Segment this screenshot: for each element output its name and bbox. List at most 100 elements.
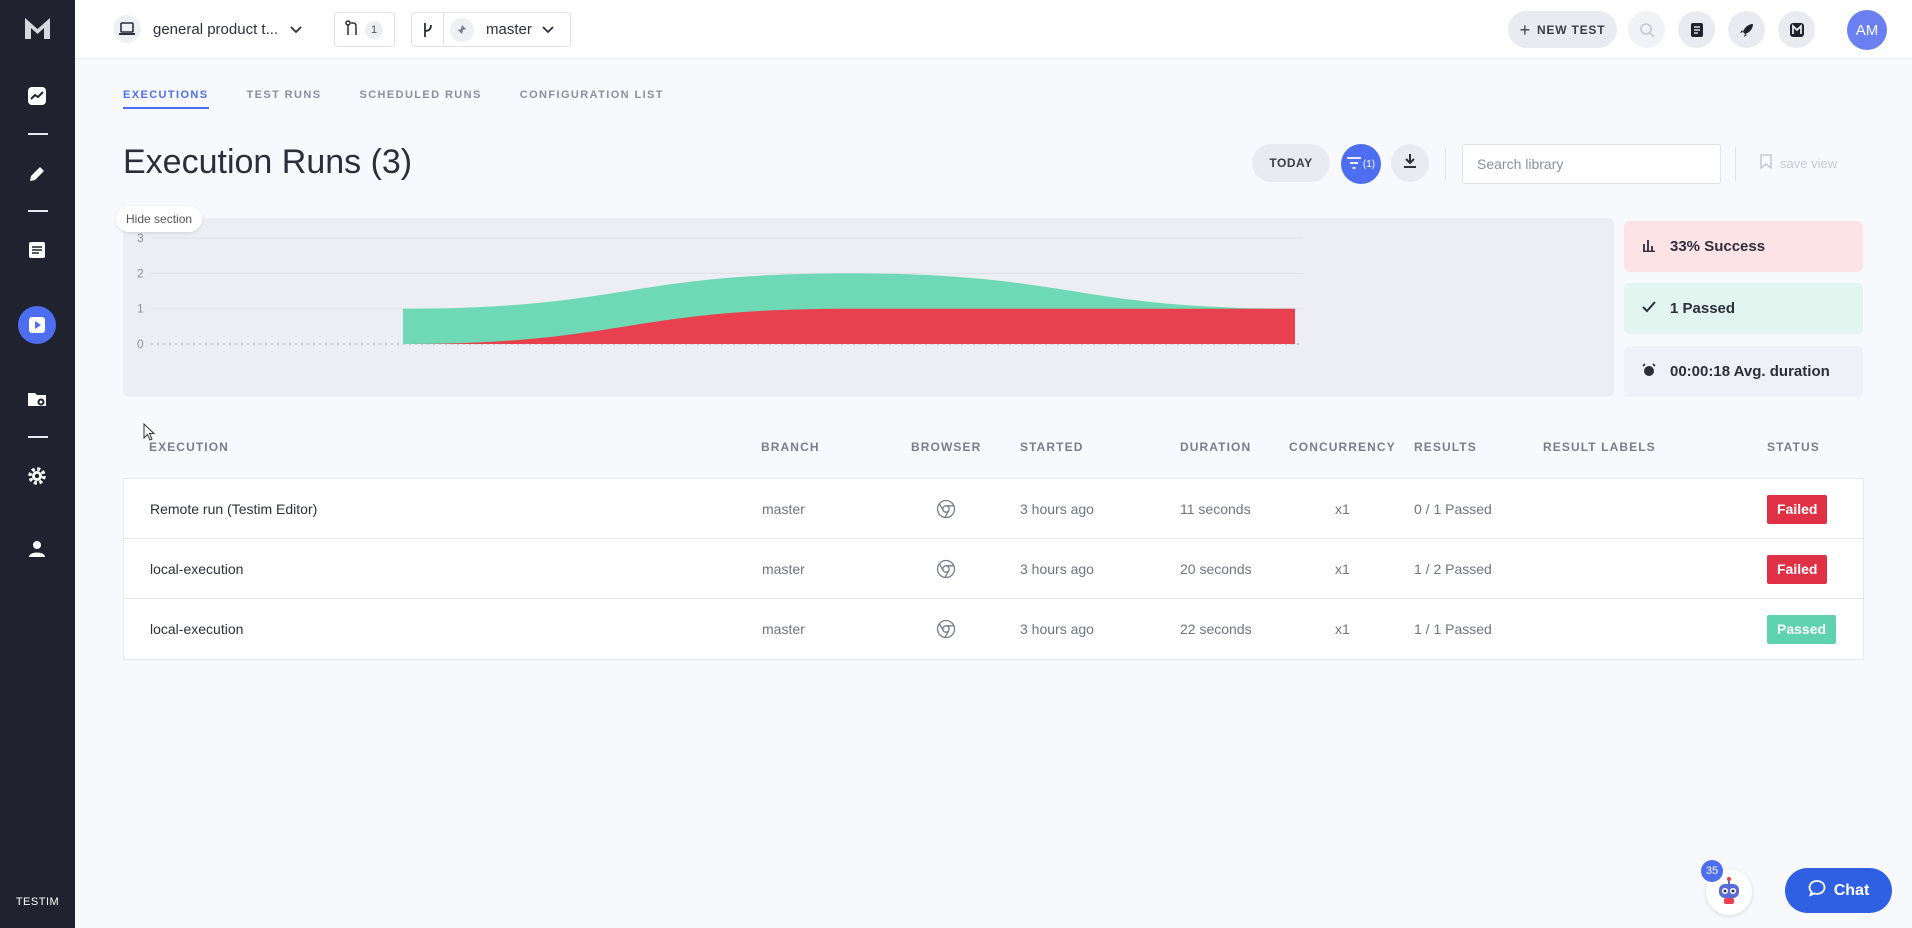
success-rate-label: 33% Success [1670,238,1766,255]
column-header-result-labels[interactable]: RESULT LABELS [1543,440,1656,454]
column-header-status[interactable]: STATUS [1767,440,1820,454]
table-row[interactable]: local-execution master 3 hours ago 22 se… [124,599,1863,659]
sidebar-divider [28,436,48,438]
area-chart: 3 2 1 0 [137,231,1303,351]
table-row[interactable]: local-execution master 3 hours ago 20 se… [124,539,1863,599]
docs-icon[interactable] [1678,11,1715,48]
folder-gear-icon[interactable] [20,382,54,416]
y-tick-label: 1 [137,302,144,316]
success-rate-card: 33% Success [1624,221,1863,272]
table-row[interactable]: Remote run (Testim Editor) master 3 hour… [124,479,1863,539]
column-header-concurrency[interactable]: CONCURRENCY [1289,440,1396,454]
sidebar-divider [28,133,48,135]
search-input[interactable] [1462,144,1721,184]
project-selector[interactable]: general product t... [113,14,302,44]
filter-count: (1) [1362,158,1376,170]
testim-app-icon[interactable] [1778,11,1815,48]
today-button[interactable]: TODAY [1252,144,1330,182]
started-cell: 3 hours ago [1020,561,1094,577]
y-tick-label: 3 [137,231,144,245]
download-button[interactable] [1391,144,1429,182]
search-icon[interactable] [1628,11,1665,48]
pencil-icon[interactable] [20,157,54,191]
page-title: Execution Runs (3) [123,143,413,181]
avatar[interactable]: AM [1847,10,1887,50]
executions-chart: 3 2 1 0 [123,218,1614,397]
list-icon[interactable] [20,233,54,267]
tab-configuration-list[interactable]: CONFIGURATION LIST [519,89,664,101]
column-header-duration[interactable]: DURATION [1180,440,1252,454]
plus-icon: + [1519,19,1531,40]
started-cell: 3 hours ago [1020,501,1094,517]
y-tick-label: 0 [137,337,144,351]
project-name: general product t... [153,20,279,38]
failed-area-series [403,308,1295,344]
toolbar-divider [1445,147,1446,181]
column-header-results[interactable]: RESULTS [1414,440,1477,454]
hide-section-button[interactable]: Hide section [116,206,203,232]
pin-icon [450,17,474,42]
tab-scheduled-runs[interactable]: SCHEDULED RUNS [359,89,482,101]
duration-cell: 11 seconds [1180,501,1251,517]
duration-cell: 20 seconds [1180,561,1252,577]
save-view-button[interactable]: save view [1760,154,1837,172]
testim-logo-icon[interactable] [24,16,51,40]
chrome-icon [936,599,956,659]
git-branch-icon [412,13,444,46]
new-test-label: NEW TEST [1536,22,1606,37]
concurrency-cell: x1 [1335,621,1350,637]
duration-cell: 22 seconds [1180,621,1252,637]
status-badge: Failed [1767,554,1828,584]
execution-name[interactable]: Remote run (Testim Editor) [150,501,318,517]
pull-request-button[interactable]: 1 [334,12,395,47]
bar-chart-icon [1642,238,1656,256]
status-cell: Failed [1767,539,1828,599]
tab-bar: EXECUTIONS TEST RUNS SCHEDULED RUNS CONF… [123,89,664,109]
execution-name[interactable]: local-execution [150,621,244,637]
branch-selector[interactable]: master [411,12,571,47]
laptop-icon [113,15,141,43]
branch-cell: master [762,501,805,517]
check-icon [1642,300,1656,317]
gear-icon[interactable] [20,459,54,493]
brand-label: TESTIM [15,896,60,908]
alarm-clock-icon [1642,362,1656,381]
top-bar: general product t... 1 master + NEW TEST [75,0,1912,59]
results-cell: 1 / 1 Passed [1414,621,1492,637]
dashboard-icon[interactable] [20,79,54,113]
chat-bubble-icon [1808,879,1826,902]
left-sidebar: TESTIM [0,0,75,928]
user-icon[interactable] [20,532,54,566]
bookmark-icon [1760,154,1772,172]
chat-label: Chat [1833,881,1870,899]
avg-duration-label: 00:00:18 Avg. duration [1670,363,1830,380]
branch-name: master [486,21,532,38]
results-cell: 1 / 2 Passed [1414,561,1492,577]
toolbar-divider [1735,147,1736,181]
rocket-icon[interactable] [1728,11,1765,48]
started-cell: 3 hours ago [1020,621,1094,637]
column-header-started[interactable]: STARTED [1020,440,1084,454]
chat-button[interactable]: Chat [1785,868,1892,913]
filter-button[interactable]: (1) [1341,144,1381,184]
results-cell: 0 / 1 Passed [1414,501,1492,517]
branch-cell: master [762,561,805,577]
column-header-execution[interactable]: EXECUTION [149,440,229,454]
filter-icon [1346,156,1361,172]
tab-test-runs[interactable]: TEST RUNS [246,89,322,101]
passed-count-card: 1 Passed [1624,283,1863,334]
pull-request-icon [345,19,359,40]
branch-cell: master [762,621,805,637]
mouse-cursor-icon [143,422,156,446]
new-test-button[interactable]: + NEW TEST [1508,11,1617,48]
chevron-down-icon [542,21,554,38]
sidebar-divider [28,210,48,212]
status-badge: Failed [1767,494,1828,524]
execution-name[interactable]: local-execution [150,561,244,577]
concurrency-cell: x1 [1335,561,1350,577]
tab-executions[interactable]: EXECUTIONS [123,89,209,109]
play-icon[interactable] [18,306,56,344]
column-header-browser[interactable]: BROWSER [911,440,982,454]
passed-count-label: 1 Passed [1670,300,1736,317]
column-header-branch[interactable]: BRANCH [761,440,820,454]
